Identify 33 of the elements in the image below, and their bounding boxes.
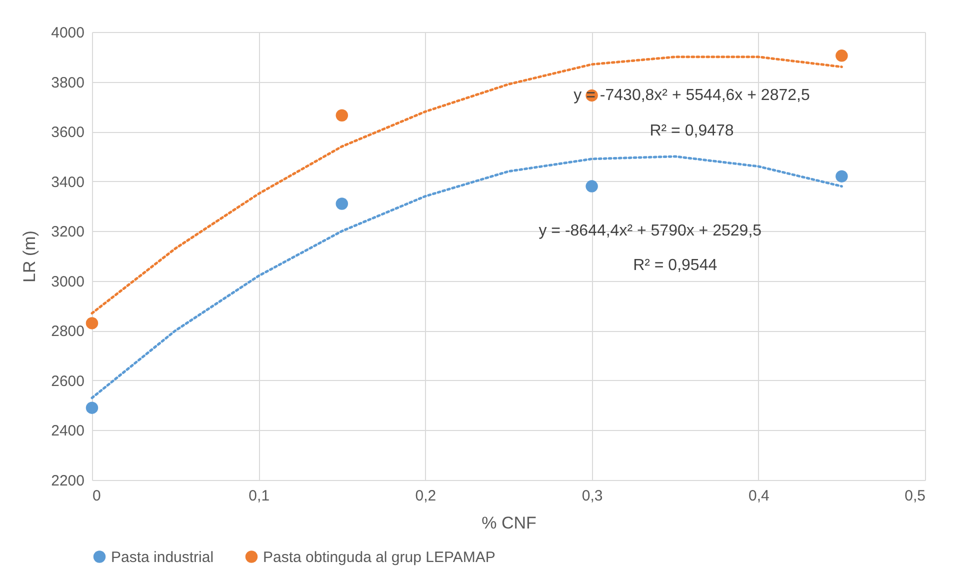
y-tick-label: 3400: [51, 174, 84, 191]
y-tick-label: 2400: [51, 422, 84, 440]
y-tick-label: 2200: [51, 472, 84, 490]
x-tick-label: 0,5: [904, 488, 926, 504]
annotation: y = -8644,4x² + 5790x + 2529,5: [538, 222, 762, 240]
y-tick-label: 3600: [51, 124, 84, 142]
annotation: R² = 0,9478: [650, 122, 734, 140]
point: [836, 50, 848, 62]
x-tick-label: 0: [92, 488, 101, 504]
y-tick-label: 3800: [51, 74, 84, 92]
y-tick-label: 3200: [51, 224, 84, 241]
x-tick-label: 0,4: [748, 488, 770, 504]
line-series: [90, 56, 843, 314]
legend-label: Pasta obtinguda al grup LEPAMAP: [263, 548, 496, 566]
point: [336, 198, 348, 210]
point: [586, 180, 598, 192]
y-tick-label: 2600: [51, 372, 84, 390]
line-series: [90, 155, 843, 400]
point: [336, 109, 348, 122]
x-tick-label: 0,2: [415, 488, 436, 504]
y-tick-label: 2800: [51, 323, 84, 340]
annotation: y = -7430,8x² + 5544,6x + 2872,5: [574, 87, 810, 104]
y-tick-label: 3000: [51, 273, 84, 290]
point: [836, 170, 848, 182]
legend-label: Pasta industrial: [111, 548, 214, 566]
annotation: R² = 0,9544: [633, 256, 718, 274]
x-tick-label: 0,3: [582, 488, 603, 504]
point: [86, 402, 98, 414]
y-tick-label: 4000: [51, 24, 84, 42]
y-axis-title: LR (m): [20, 230, 40, 282]
x-tick-label: 0,1: [248, 488, 270, 504]
x-axis-title: % CNF: [482, 514, 536, 532]
point: [86, 317, 98, 330]
